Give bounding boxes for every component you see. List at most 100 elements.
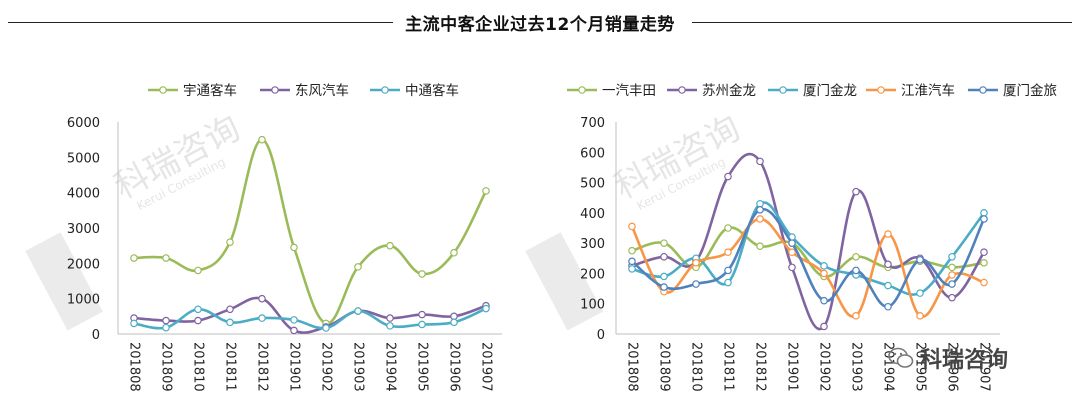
data-point [884,260,892,269]
x-tick-label: 201812 [753,342,768,392]
header: 主流中客企业过去12个月销量走势 [0,0,1080,44]
legend-marker [159,86,167,94]
watermark-left-mark [25,232,103,331]
data-point [948,293,956,302]
legend-marker [979,86,987,94]
data-point [226,238,234,246]
data-point [884,281,892,290]
series-line [132,307,488,330]
data-point [724,248,732,257]
data-point [756,206,764,214]
data-point [290,316,298,324]
data-point [482,187,490,195]
data-point [948,280,956,288]
wechat-icon [888,347,914,368]
y-tick-label: 5000 [67,151,100,166]
data-point [290,326,298,335]
data-point [418,270,426,278]
x-tick-label: 201901 [785,342,800,392]
data-point [820,262,828,270]
data-point [450,318,458,327]
y-tick-label: 100 [580,298,605,313]
watermark-right-mark [525,232,603,331]
data-point [788,239,796,247]
data-point [258,294,266,303]
y-tick-label: 0 [92,328,100,343]
data-point [884,302,892,311]
data-point [660,272,668,281]
data-point [628,265,636,273]
data-point [820,322,828,331]
data-point [354,263,362,271]
legend-label: 中通客车 [405,82,459,99]
data-point [916,312,924,320]
y-tick-label: 400 [580,207,605,222]
data-point [450,248,458,257]
legend-label: 厦门金龙 [803,83,857,99]
data-point [660,252,668,261]
legend-label: 一汽丰田 [602,83,656,99]
data-point [724,172,732,181]
data-point [194,316,202,325]
y-tick-label: 500 [580,177,605,192]
data-point [852,266,860,275]
y-tick-label: 4000 [67,187,100,202]
data-point [660,239,668,247]
y-tick-label: 300 [580,237,605,252]
data-point [980,248,988,257]
chart-1: 0 1000 2000 3000 4000 5000 6000 201808 201809 201… [67,82,502,392]
data-point [628,246,636,255]
data-point [692,280,700,288]
data-point [386,241,394,250]
data-point [820,269,828,278]
data-point [916,289,924,297]
y-tick-label: 6000 [67,116,100,131]
chart-2: 0 100 200 300 400 500 600 700 201808 201809 201810… [567,82,1057,392]
x-tick-label: 201907 [479,342,494,392]
x-tick-label: 201810 [689,342,704,392]
data-point [980,215,988,223]
x-tick-label: 201811 [223,342,238,392]
data-point [916,255,924,264]
data-point [948,263,956,272]
legend-marker [578,86,586,94]
title-rule-left [8,22,393,23]
x-tick-label: 201906 [447,342,462,392]
data-point [756,157,764,166]
x-tick-label: 201809 [159,342,174,392]
data-point [724,266,732,275]
x-tick-label: 201905 [913,342,928,392]
legend-marker [779,86,787,94]
x-tick-label: 201906 [945,342,960,392]
data-point [948,252,956,261]
data-point [788,248,796,257]
y-tick-label: 1000 [67,293,100,308]
page-title-text: 主流中客企业过去12个月销量走势 [397,15,683,35]
data-point [162,316,170,325]
y-tick-label: 2000 [67,257,100,272]
data-point [884,230,892,238]
brand-footer: 科瑞咨询 [888,343,1008,373]
x-tick-label: 201902 [319,342,334,392]
data-point [852,187,860,196]
data-point [386,322,394,330]
data-point [130,319,138,328]
data-point [258,135,266,144]
x-tick-label: 201905 [415,342,430,392]
data-point [788,263,796,272]
data-point [226,318,234,327]
series-line [630,201,986,296]
legend-label: 江淮汽车 [901,82,955,99]
data-point [820,296,828,305]
series-line [630,207,986,308]
legend-label: 宇通客车 [183,82,237,99]
y-tick-label: 0 [597,328,605,343]
legend-marker [271,86,279,94]
data-point [756,215,764,223]
data-point [724,278,732,287]
data-point [290,243,298,252]
legend-marker [381,86,389,94]
data-point [418,310,426,319]
data-point [980,259,988,267]
